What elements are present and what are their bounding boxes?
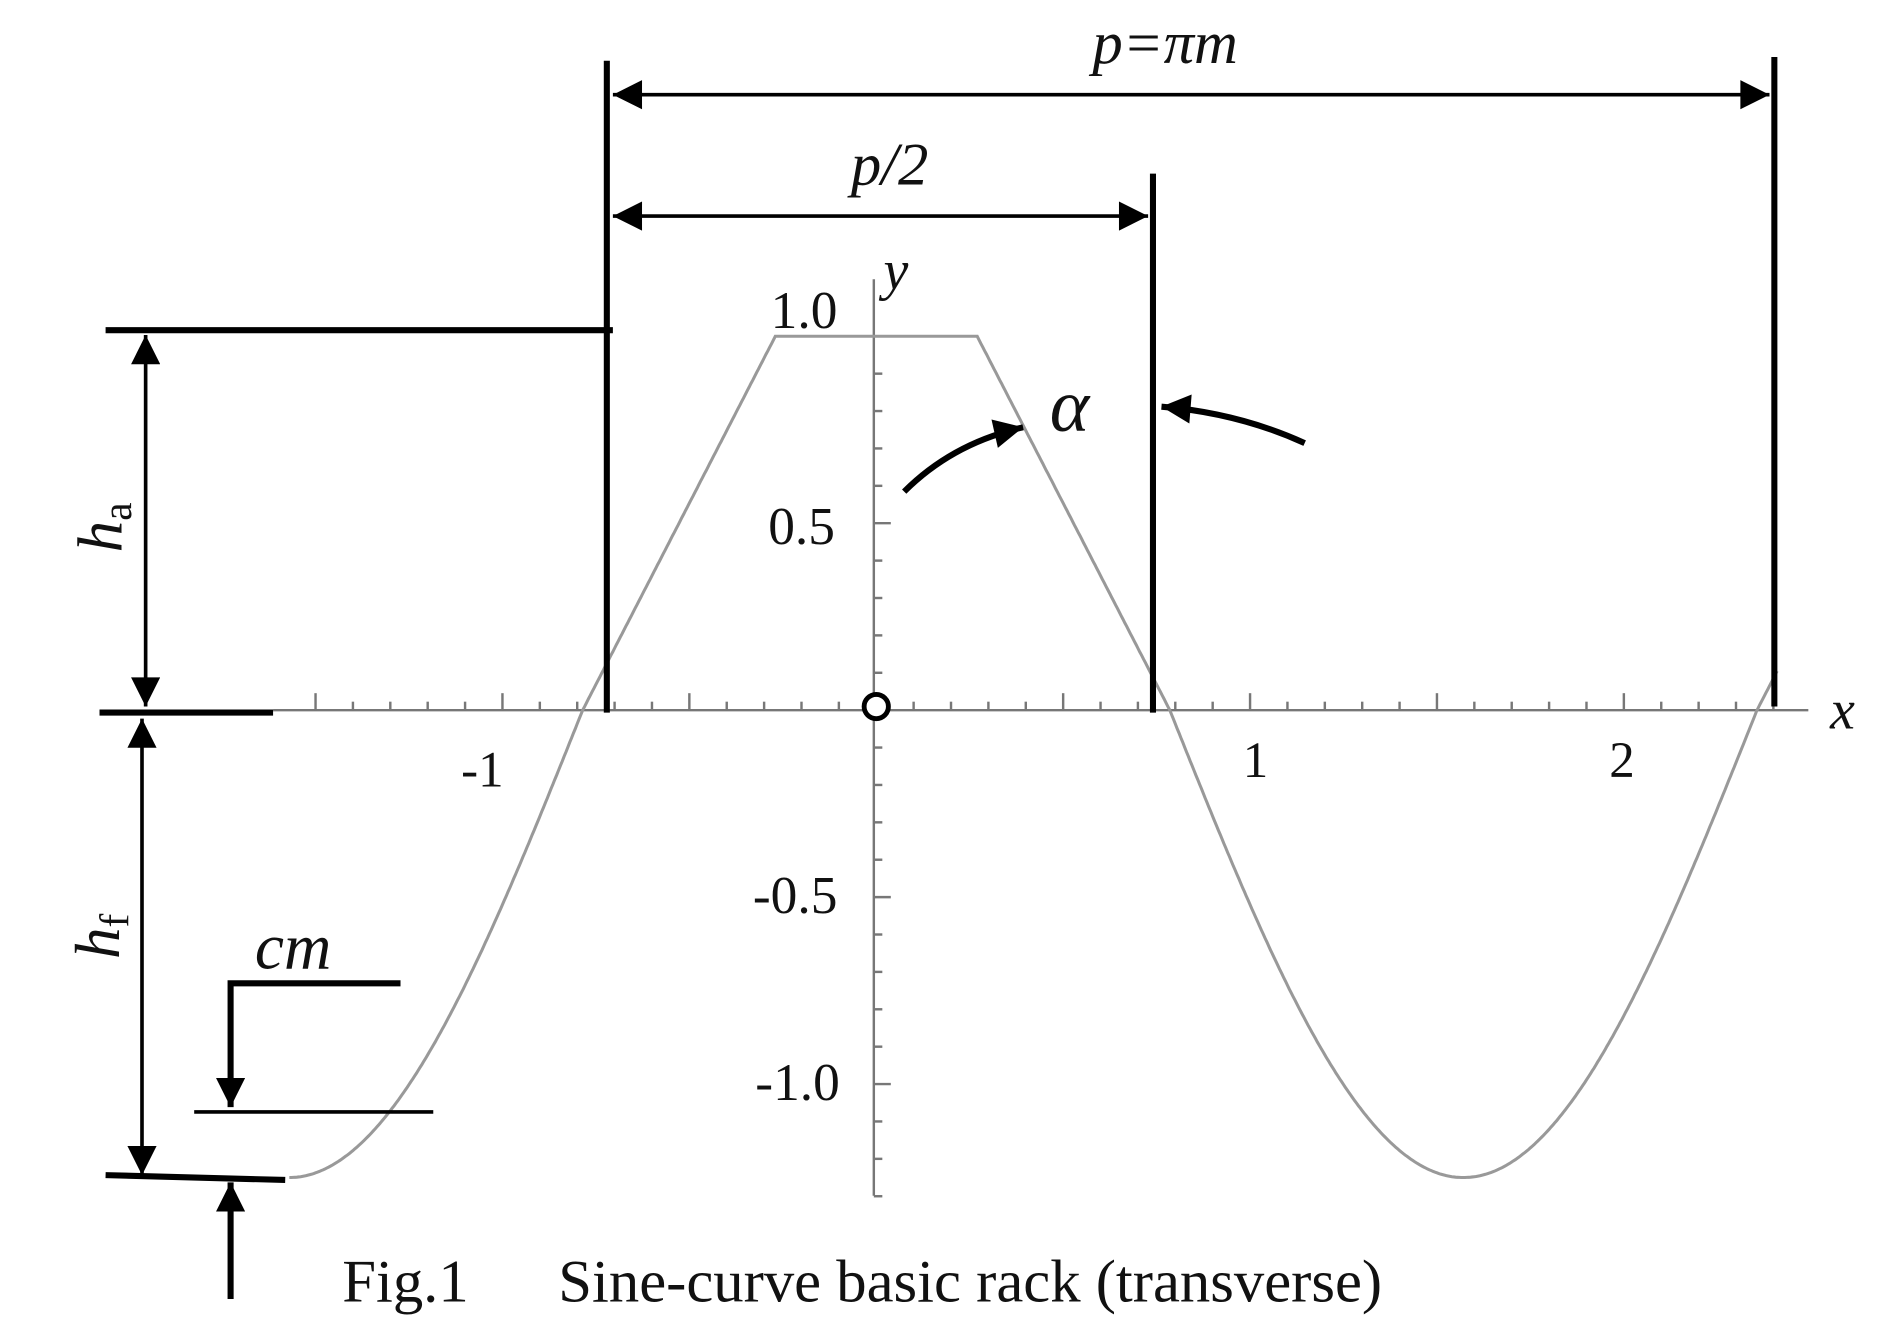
y-tick-label: 1.0	[771, 280, 838, 340]
addendum-symbol: h	[65, 521, 135, 553]
pitch-label: p=πm	[1088, 10, 1238, 77]
dimension-lines	[99, 57, 1778, 1299]
addendum-subscript: a	[94, 502, 140, 520]
axes	[273, 279, 1809, 1198]
origin	[861, 691, 891, 722]
rack-profile	[289, 334, 1779, 1180]
x-axis-label: x	[1829, 679, 1855, 741]
x-tick-label: 1	[1243, 733, 1268, 789]
addendum-label: ha	[65, 502, 140, 552]
caption-text: Sine-curve basic rack (transverse)	[558, 1248, 1382, 1315]
half-pitch-label: p/2	[847, 132, 929, 199]
clearance-label: cm	[255, 912, 331, 984]
y-axis-label: y	[879, 240, 909, 302]
y-tick-label: -0.5	[753, 865, 838, 925]
x-tick-label: -1	[461, 743, 503, 799]
pressure-angle-label: α	[1050, 365, 1091, 448]
y-tick-label: -1.0	[755, 1052, 840, 1112]
x-tick-label: 2	[1609, 733, 1634, 789]
y-tick-label: 0.5	[768, 496, 835, 556]
dedendum-label: hf	[63, 913, 138, 959]
dedendum-symbol: h	[63, 927, 133, 959]
dedendum-subscript: f	[92, 913, 138, 927]
caption-number: Fig.1	[342, 1248, 468, 1315]
